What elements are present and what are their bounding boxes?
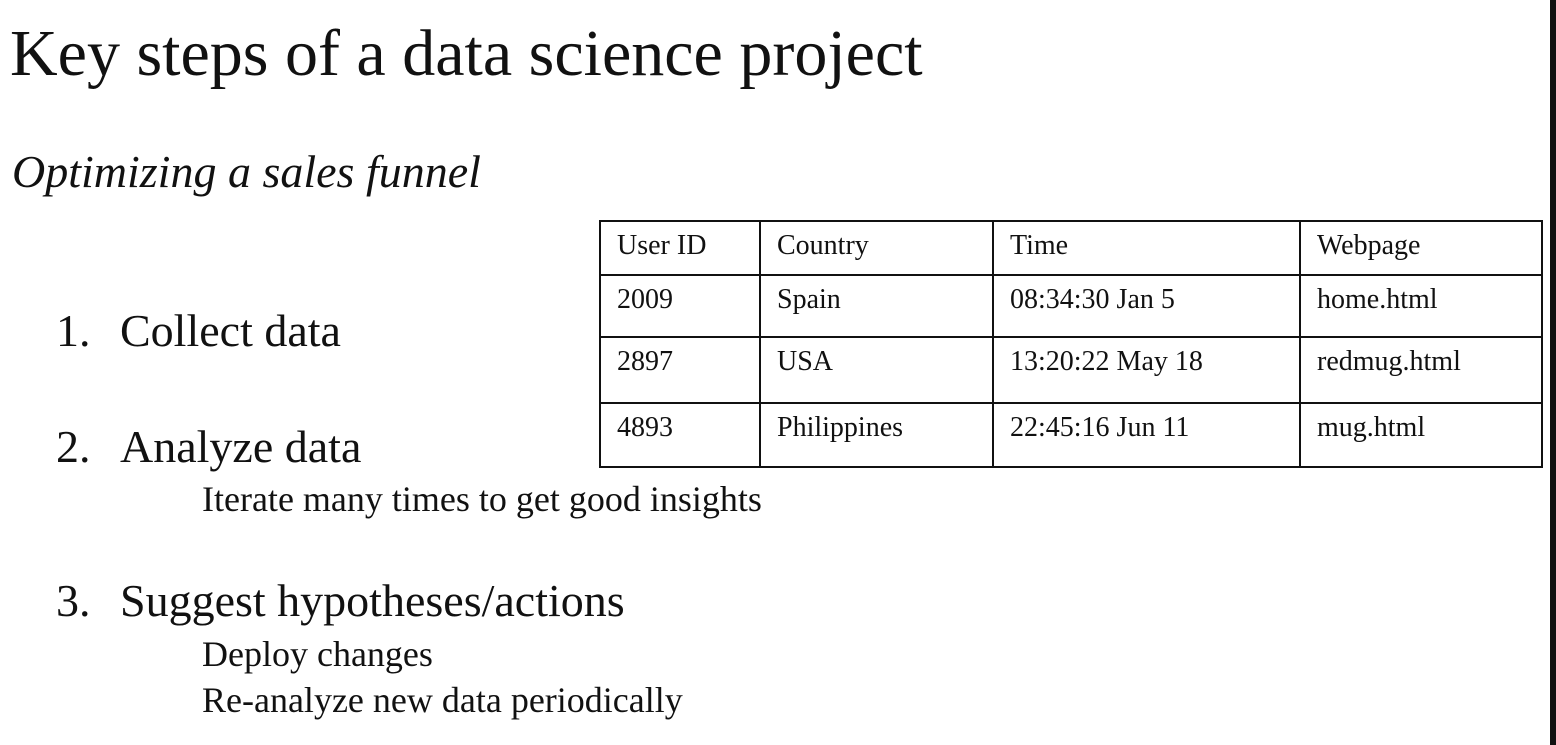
table-cell: 13:20:22 May 18 bbox=[992, 336, 1301, 404]
step-2-detail-1: Iterate many times to get good insights bbox=[202, 479, 762, 519]
step-3-label: Suggest hypotheses/actions bbox=[120, 575, 625, 626]
sales-data-table: User ID Country Time Webpage 2009 Spain … bbox=[599, 220, 1543, 468]
step-1-number: 1. bbox=[56, 305, 91, 356]
table-row: 4893 Philippines 22:45:16 Jun 11 mug.htm… bbox=[599, 402, 1543, 468]
table-cell: home.html bbox=[1299, 274, 1543, 338]
step-1: 1. Collect data bbox=[56, 308, 341, 354]
table-cell: 4893 bbox=[599, 402, 761, 468]
table-row: 2009 Spain 08:34:30 Jan 5 home.html bbox=[599, 274, 1543, 338]
table-row: 2897 USA 13:20:22 May 18 redmug.html bbox=[599, 336, 1543, 404]
slide-right-border bbox=[1550, 0, 1556, 745]
table-cell: 2009 bbox=[599, 274, 761, 338]
table-header-cell: Webpage bbox=[1299, 220, 1543, 276]
step-2-label: Analyze data bbox=[120, 421, 362, 472]
step-1-label: Collect data bbox=[120, 305, 341, 356]
table-cell: Philippines bbox=[759, 402, 994, 468]
step-3: 3. Suggest hypotheses/actions bbox=[56, 578, 625, 624]
step-3-detail-2: Re-analyze new data periodically bbox=[202, 680, 683, 720]
table-cell: redmug.html bbox=[1299, 336, 1543, 404]
step-3-number: 3. bbox=[56, 575, 91, 626]
table-cell: mug.html bbox=[1299, 402, 1543, 468]
table-header-cell: User ID bbox=[599, 220, 761, 276]
table-cell: Spain bbox=[759, 274, 994, 338]
table-header-cell: Country bbox=[759, 220, 994, 276]
table-header-cell: Time bbox=[992, 220, 1301, 276]
table-cell: USA bbox=[759, 336, 994, 404]
table-cell: 2897 bbox=[599, 336, 761, 404]
slide-title: Key steps of a data science project bbox=[10, 17, 923, 90]
step-2-number: 2. bbox=[56, 421, 91, 472]
step-2: 2. Analyze data bbox=[56, 424, 361, 470]
table-header-row: User ID Country Time Webpage bbox=[599, 220, 1543, 276]
slide-subtitle: Optimizing a sales funnel bbox=[12, 146, 481, 197]
table-cell: 08:34:30 Jan 5 bbox=[992, 274, 1301, 338]
table-cell: 22:45:16 Jun 11 bbox=[992, 402, 1301, 468]
step-3-detail-1: Deploy changes bbox=[202, 634, 433, 674]
